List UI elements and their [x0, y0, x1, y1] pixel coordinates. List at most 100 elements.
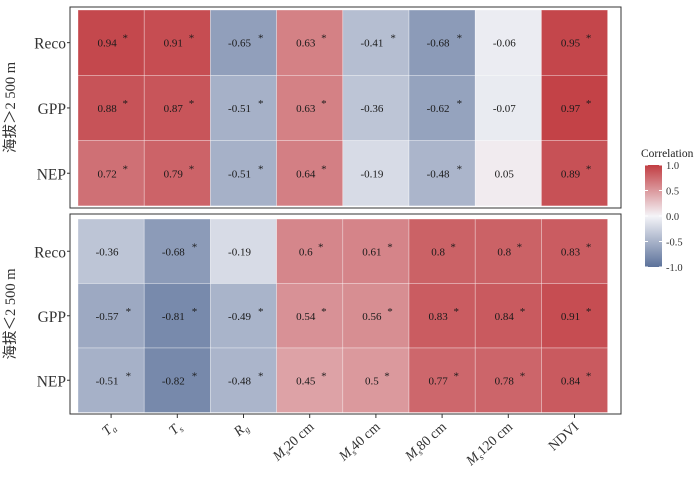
cell-value-label: -0.81 — [162, 311, 185, 323]
heatmap-cell — [77, 283, 145, 349]
significance-marker: * — [258, 98, 264, 110]
heatmap-cell — [474, 140, 542, 207]
significance-marker: * — [454, 370, 460, 382]
cell-value-label: 0.91 — [561, 311, 580, 323]
heatmap-cell — [77, 75, 145, 141]
significance-marker: * — [126, 370, 132, 382]
cell-value-label: 0.83 — [428, 311, 448, 323]
panel-label: 海拔＜2 500 m — [2, 268, 19, 360]
significance-marker: * — [390, 33, 396, 45]
row-label: GPP — [38, 309, 66, 326]
cell-value-label: -0.57 — [96, 311, 119, 323]
heatmap-cell — [541, 75, 608, 141]
cell-value-label: -0.41 — [360, 38, 383, 50]
cell-value-label: 0.8 — [431, 246, 445, 258]
heatmap-cell — [143, 140, 211, 207]
significance-marker: * — [189, 163, 195, 175]
cell-value-label: 0.95 — [561, 38, 581, 50]
legend-colorbar — [645, 165, 662, 267]
legend-tick-label: -1.0 — [666, 263, 683, 274]
cell-value-label: 0.72 — [97, 168, 116, 180]
heatmap-cell — [408, 283, 476, 349]
significance-marker: * — [321, 98, 327, 110]
cell-value-label: 0.78 — [495, 375, 515, 387]
cell-value-label: -0.49 — [228, 311, 251, 323]
significance-marker: * — [457, 33, 463, 45]
cell-value-label: -0.36 — [360, 103, 383, 115]
row-label: Reco — [34, 244, 66, 261]
significance-marker: * — [321, 163, 327, 175]
cell-value-label: -0.06 — [493, 38, 516, 50]
significance-marker: * — [520, 306, 526, 318]
cell-value-label: 0.54 — [296, 311, 316, 323]
heatmap-cell — [210, 75, 277, 141]
heatmap-cell — [342, 140, 410, 207]
heatmap-cell — [143, 9, 211, 76]
significance-marker: * — [586, 33, 592, 45]
significance-marker: * — [321, 33, 327, 45]
cell-value-label: 0.6 — [299, 246, 313, 258]
heatmap-cell — [143, 218, 211, 284]
row-label: NEP — [37, 373, 66, 390]
cell-value-label: 0.84 — [561, 375, 581, 387]
heatmap-cell — [474, 75, 542, 141]
significance-marker: * — [123, 163, 129, 175]
cell-value-label: 0.56 — [362, 311, 382, 323]
heatmap-cell — [342, 218, 410, 284]
cell-value-label: -0.48 — [228, 375, 251, 387]
cell-value-label: 0.83 — [561, 246, 581, 258]
cell-value-label: 0.94 — [97, 38, 117, 50]
significance-marker: * — [192, 306, 198, 318]
cell-value-label: -0.51 — [228, 103, 251, 115]
cell-value-label: 0.88 — [97, 103, 117, 115]
heatmap-cell — [276, 347, 344, 413]
cell-value-label: -0.51 — [228, 168, 251, 180]
heatmap-panels: 0.94 * 0.91 * -0.65 * 0.63 * -0.41 * -0.68 * -0.06 0.… — [2, 6, 622, 415]
cell-value-label: 0.63 — [296, 38, 316, 50]
heatmap-cell — [541, 140, 608, 207]
significance-marker: * — [457, 98, 463, 110]
row-label: Reco — [34, 36, 66, 53]
cell-value-label: -0.36 — [96, 246, 119, 258]
cell-value-label: -0.51 — [96, 375, 119, 387]
significance-marker: * — [192, 241, 198, 253]
cell-value-label: 0.97 — [561, 103, 581, 115]
significance-marker: * — [318, 241, 324, 253]
significance-marker: * — [387, 306, 393, 318]
significance-marker: * — [321, 370, 327, 382]
significance-marker: * — [192, 370, 198, 382]
cell-value-label: 0.87 — [164, 103, 184, 115]
cell-value-label: 0.45 — [296, 375, 316, 387]
heatmap-cell — [408, 75, 476, 141]
cell-value-label: 0.8 — [497, 246, 511, 258]
cell-value-label: 0.89 — [561, 168, 581, 180]
significance-marker: * — [517, 241, 523, 253]
significance-marker: * — [258, 33, 264, 45]
heatmap-cell — [408, 347, 476, 413]
significance-marker: * — [126, 306, 132, 318]
heatmap-cell — [342, 75, 410, 141]
heatmap-cell — [408, 218, 476, 284]
significance-marker: * — [258, 163, 264, 175]
cell-value-label: -0.68 — [162, 246, 185, 258]
panel-2: -0.36 -0.68 * -0.19 0.6 * 0.61 * 0.8 * 0.8 * 0.83 * Re… — [2, 213, 622, 415]
heatmap-cell — [541, 347, 608, 413]
significance-marker: * — [189, 98, 195, 110]
significance-marker: * — [123, 33, 129, 45]
cell-value-label: -0.65 — [228, 38, 251, 50]
significance-marker: * — [586, 241, 592, 253]
cell-value-label: 0.61 — [362, 246, 381, 258]
cell-value-label: -0.62 — [427, 103, 450, 115]
heatmap-cell — [77, 347, 145, 413]
heatmap-cell — [342, 9, 410, 76]
heatmap-cell — [77, 140, 145, 207]
heatmap-cell — [408, 9, 476, 76]
cell-value-label: -0.82 — [162, 375, 185, 387]
significance-marker: * — [189, 33, 195, 45]
significance-marker: * — [258, 306, 264, 318]
cell-value-label: 0.64 — [296, 168, 316, 180]
panel-1: 0.94 * 0.91 * -0.65 * 0.63 * -0.41 * -0.68 * -0.06 0.… — [2, 6, 622, 209]
cell-value-label: -0.19 — [228, 246, 251, 258]
cell-value-label: 0.63 — [296, 103, 316, 115]
cell-value-label: 0.79 — [164, 168, 184, 180]
